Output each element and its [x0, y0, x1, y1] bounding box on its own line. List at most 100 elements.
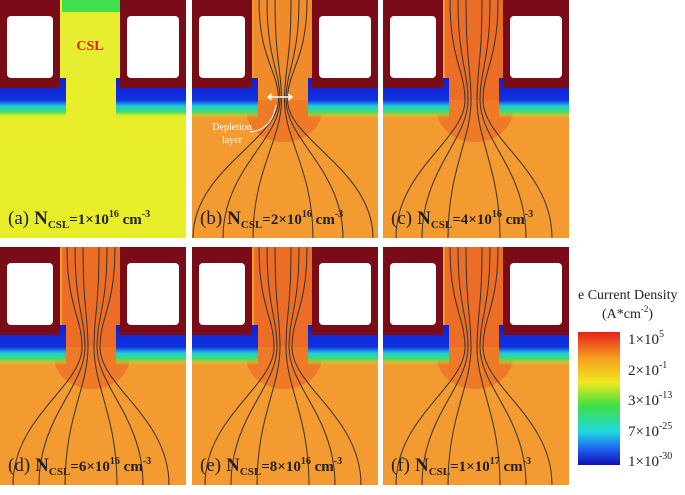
n-value: =4×10: [452, 212, 492, 228]
n-value: =8×10: [261, 459, 301, 475]
gate-oxide: [319, 16, 371, 78]
unit: cm: [120, 459, 143, 475]
n-value: =2×10: [262, 212, 302, 228]
n-sub: CSL: [429, 466, 450, 478]
tick-exp: -1: [659, 360, 667, 371]
unit-exp: -3: [143, 456, 151, 467]
panel: (d) NCSL=6×1016 cm-3: [0, 246, 186, 486]
colorbar-unit: (A*cm-2): [602, 304, 653, 322]
tick-base: 3×10: [628, 393, 659, 409]
current-line: [395, 0, 466, 239]
unit-exp: -3: [334, 456, 342, 467]
unit: cm: [502, 212, 525, 228]
gate-oxide: [7, 263, 53, 325]
tick-exp: -25: [659, 421, 672, 432]
channel-fill: [445, 247, 503, 347]
current-line: [476, 0, 501, 239]
channel-fill: [62, 0, 120, 80]
tick-base: 2×10: [628, 363, 659, 379]
panel: Depletion layer (b) NCSL=2×1016 cm-3: [192, 0, 378, 239]
current-line: [252, 0, 283, 239]
depletion-pointer: [249, 104, 277, 133]
panel-letter: (d): [8, 455, 30, 476]
n-symbol: N: [226, 455, 240, 476]
current-line: [96, 246, 144, 486]
current-line: [291, 246, 362, 486]
unit-exp: -3: [525, 209, 533, 220]
unit: cm: [500, 459, 523, 475]
colorbar-tick-label: 3×10-13: [628, 390, 672, 409]
gate-oxide: [199, 263, 245, 325]
depletion-label: layer: [222, 135, 243, 146]
panel-label: (a) NCSL=1×1016 cm-3: [8, 208, 150, 231]
current-line: [99, 246, 170, 486]
unit-close: ): [648, 307, 653, 322]
depletion-arrow: [266, 93, 294, 101]
panel-letter: (f): [391, 455, 410, 476]
n-symbol: N: [35, 455, 49, 476]
n-symbol: N: [417, 208, 431, 229]
panel-label: (b) NCSL=2×1016 cm-3: [200, 208, 343, 231]
unit-exp: -3: [335, 209, 343, 220]
unit: cm: [119, 212, 142, 228]
current-line: [479, 0, 527, 239]
n-symbol: N: [34, 208, 48, 229]
colorbar-title: e Current Density: [578, 288, 678, 303]
n-symbol: N: [415, 455, 429, 476]
gate-oxide: [7, 16, 53, 78]
panel-letter: (e): [200, 455, 221, 476]
current-line: [256, 246, 281, 486]
unit: cm: [312, 212, 335, 228]
n-exp: 17: [490, 456, 500, 467]
panel: (c) NCSL=4×1016 cm-3: [383, 0, 569, 239]
unit-exp: -3: [523, 456, 531, 467]
colorbar-tick-label: 1×10-30: [628, 451, 672, 470]
unit: cm: [311, 459, 334, 475]
gate-oxide: [390, 263, 436, 325]
current-line: [285, 246, 310, 486]
current-line: [286, 0, 374, 239]
current-line: [421, 0, 469, 239]
tick-exp: -30: [659, 451, 672, 462]
current-line: [12, 246, 83, 486]
current-line: [476, 246, 501, 486]
current-line: [447, 246, 472, 486]
n-sub: CSL: [48, 219, 69, 231]
gate-oxide: [199, 16, 245, 78]
panel-letter: (c): [391, 208, 412, 229]
current-line: [204, 246, 275, 486]
n-exp: 16: [110, 456, 120, 467]
n-exp: 16: [109, 209, 119, 220]
panel: CSL(a) NCSL=1×1016 cm-3: [0, 0, 186, 238]
colorbar-tick-label: 7×10-25: [628, 421, 672, 440]
current-line: [482, 0, 553, 239]
gate-oxide: [319, 263, 371, 325]
current-line: [482, 246, 553, 486]
n-value: =6×10: [70, 459, 110, 475]
colorbar: [578, 332, 620, 465]
tick-exp: -13: [659, 390, 672, 401]
gate-oxide: [127, 16, 179, 78]
colorbar-tick-label: 1×105: [628, 329, 664, 348]
tick-exp: 5: [659, 329, 664, 340]
unit-exp: -3: [142, 209, 150, 220]
panel: (e) NCSL=8×1016 cm-3: [192, 246, 378, 486]
depletion-label: Depletion: [212, 122, 251, 133]
panel-letter: (b): [200, 208, 222, 229]
n-sub: CSL: [240, 466, 261, 478]
n-value: =1×10: [450, 459, 490, 475]
current-line: [285, 0, 344, 239]
panel: (f) NCSL=1×1017 cm-3: [383, 246, 569, 486]
channel-fill: [445, 0, 503, 100]
tick-base: 7×10: [628, 424, 659, 440]
current-line: [222, 0, 281, 239]
gate-oxide: [127, 263, 179, 325]
channel-fill: [254, 0, 312, 100]
current-line: [421, 246, 469, 486]
panel-label: (e) NCSL=8×1016 cm-3: [200, 455, 342, 478]
current-line: [288, 246, 336, 486]
current-line: [230, 246, 278, 486]
current-line: [38, 246, 86, 486]
n-sub: CSL: [49, 466, 70, 478]
